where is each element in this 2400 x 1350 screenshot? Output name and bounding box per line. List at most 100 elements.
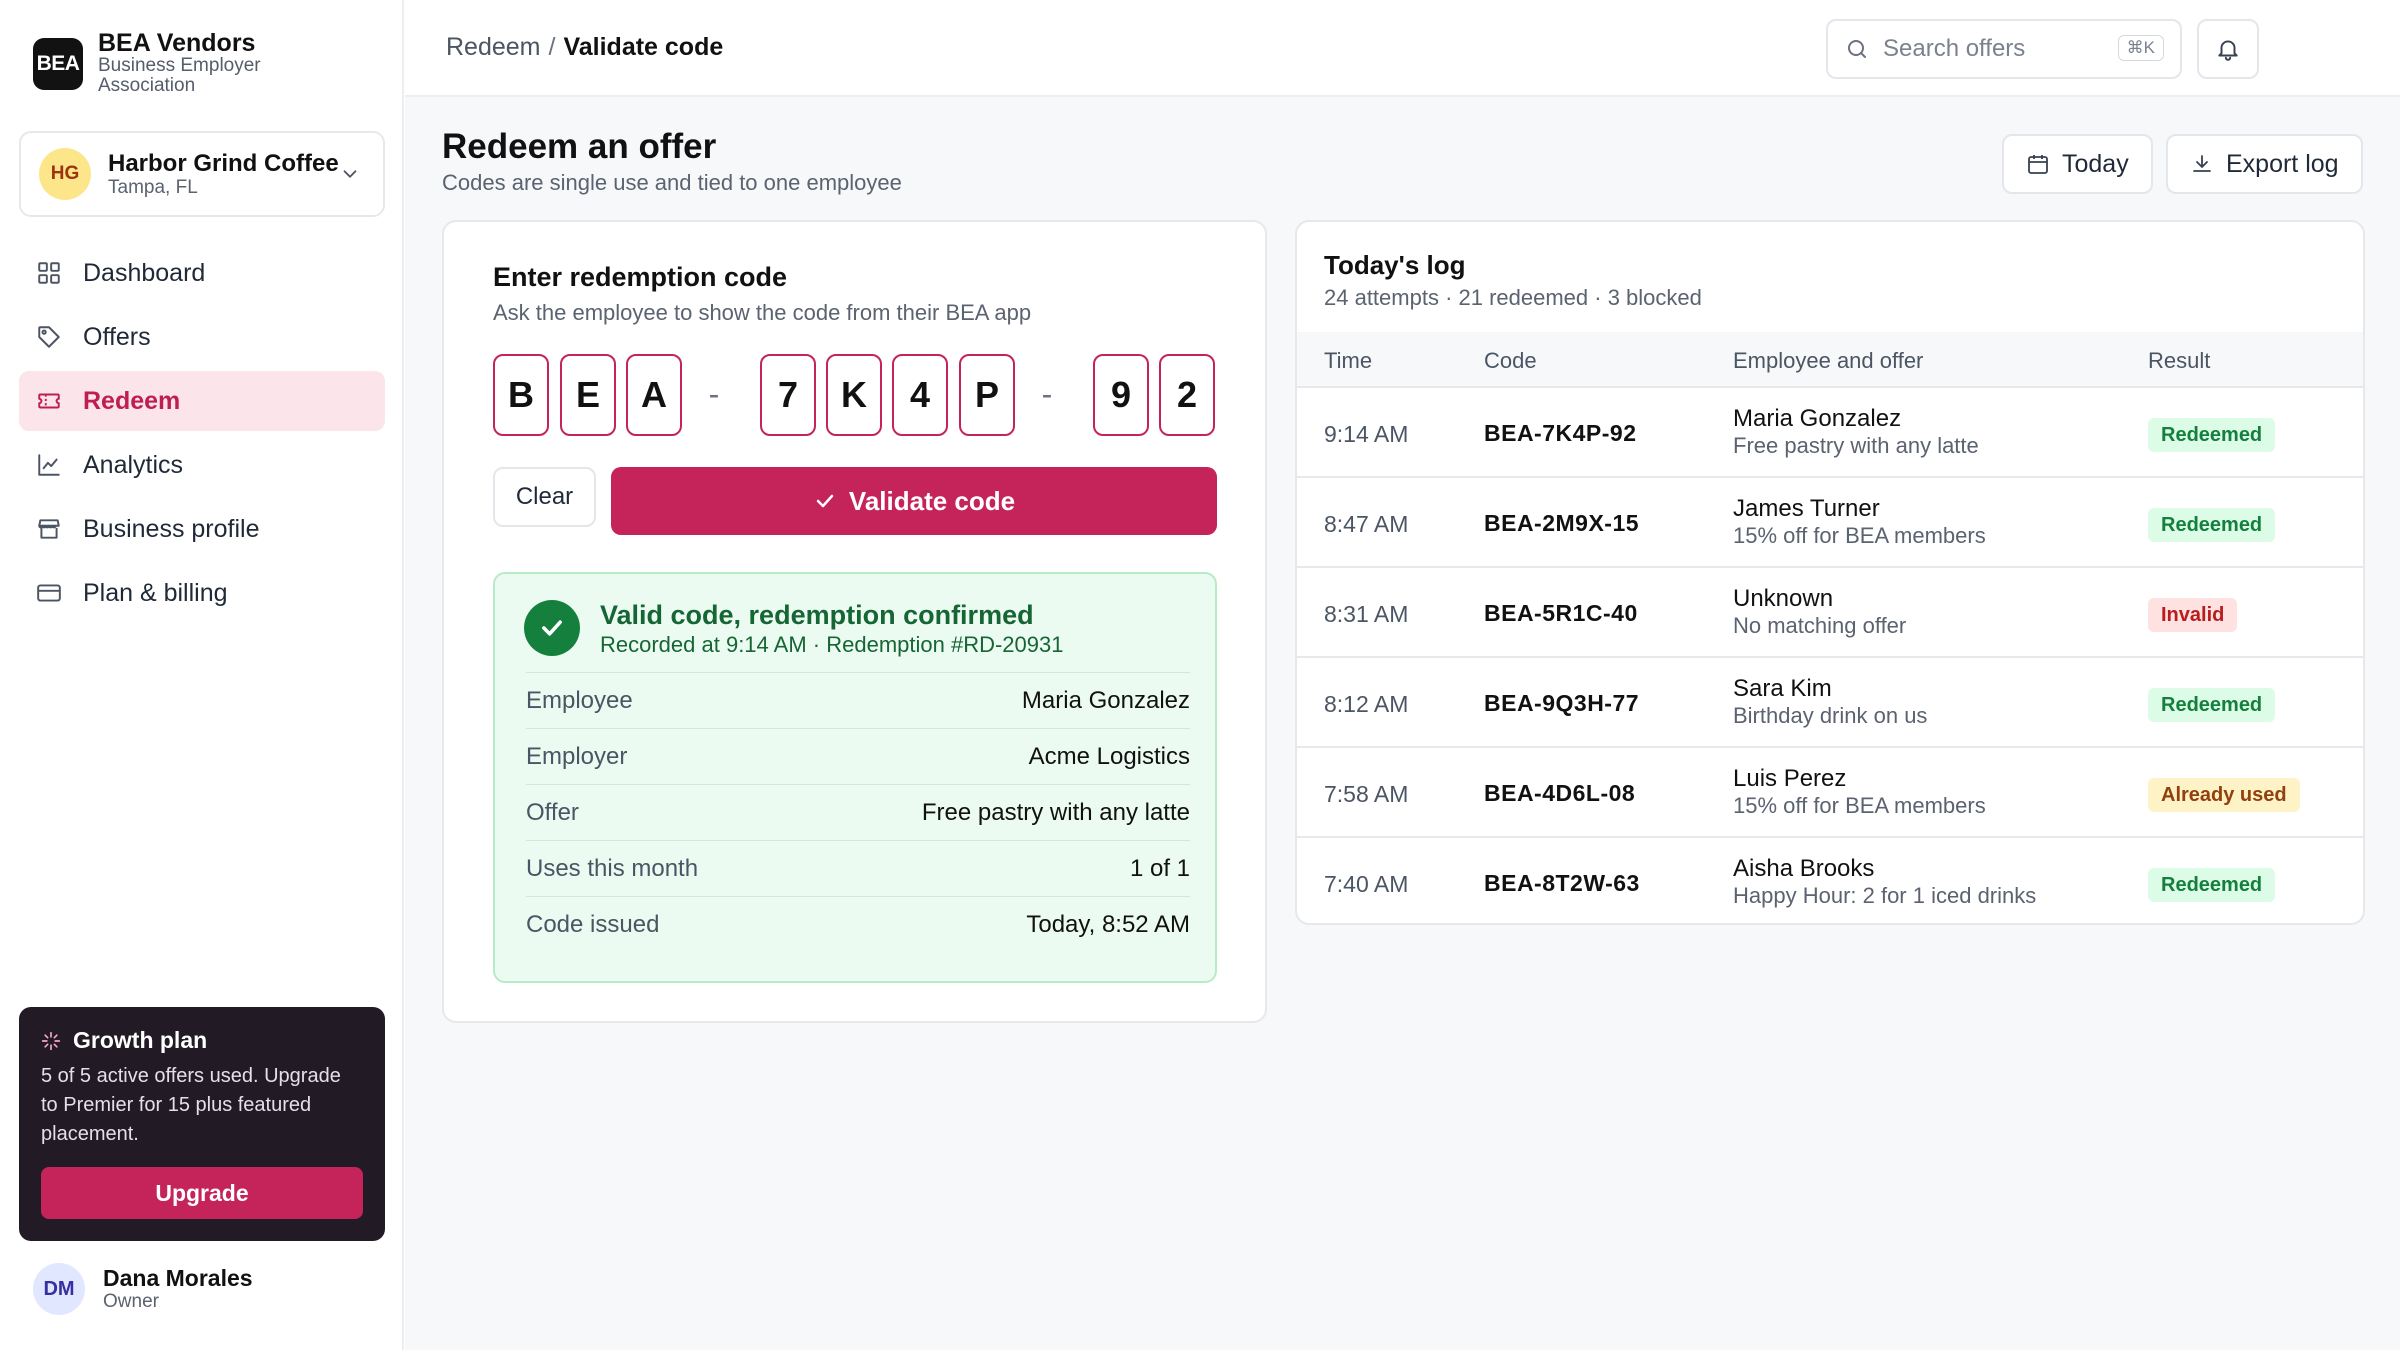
- result-row: Code issued Today, 8:52 AM: [526, 896, 1190, 952]
- sidebar-item-analytics[interactable]: Analytics: [19, 435, 385, 495]
- row-offer: Happy Hour: 2 for 1 iced drinks: [1733, 883, 2037, 908]
- table-row[interactable]: 7:40 AM BEA-8T2W-63 Aisha Brooks Happy Ho…: [1297, 838, 2363, 928]
- table-row[interactable]: 8:12 AM BEA-9Q3H-77 Sara Kim Birthday dri…: [1297, 658, 2363, 748]
- sidebar-item-offers[interactable]: Offers: [19, 307, 385, 367]
- status-badge: Redeemed: [2148, 418, 2276, 452]
- sidebar-item-label: Redeem: [83, 386, 181, 415]
- status-badge: Redeemed: [2148, 508, 2276, 542]
- user-role: Owner: [103, 1291, 159, 1312]
- sidebar: BEA BEA Vendors Business Employer Associ…: [0, 0, 404, 1350]
- export-log-label: Export log: [2226, 149, 2339, 178]
- sidebar-item-redeem[interactable]: Redeem: [19, 371, 385, 431]
- table-header: Time Code Employee and offer Result: [1297, 332, 2363, 388]
- column-header-result: Result: [2148, 348, 2211, 373]
- calendar-icon: [2028, 155, 2048, 174]
- row-time: 8:31 AM: [1324, 601, 1409, 627]
- code-dash: -: [708, 376, 720, 412]
- code-char-input[interactable]: K: [826, 354, 882, 436]
- tag-icon: [38, 326, 60, 348]
- code-char-input[interactable]: E: [560, 354, 616, 436]
- search-shortcut: ⌘K: [2117, 35, 2164, 61]
- page-title: Redeem an offer: [442, 127, 717, 166]
- breadcrumb-current: Validate code: [563, 33, 724, 61]
- status-badge: Invalid: [2148, 598, 2238, 632]
- credit-card-icon: [37, 584, 61, 602]
- row-time: 8:12 AM: [1324, 691, 1409, 717]
- table-row[interactable]: 9:14 AM BEA-7K4P-92 Maria Gonzalez Free p…: [1297, 388, 2363, 478]
- store-icon: [38, 519, 60, 539]
- row-time: 8:47 AM: [1324, 511, 1409, 537]
- avatar: DM: [33, 1263, 85, 1315]
- row-code: BEA-5R1C-40: [1484, 600, 1638, 626]
- result-label: Code issued: [526, 910, 660, 938]
- plan-description: 5 of 5 active offers used. Upgrade to Pr…: [41, 1065, 341, 1145]
- row-employee: Unknown: [1733, 585, 1834, 612]
- status-badge: Redeemed: [2148, 688, 2276, 722]
- user-name: Dana Morales: [103, 1265, 253, 1291]
- sidebar-item-label: Dashboard: [83, 258, 206, 287]
- sidebar-item-dashboard[interactable]: Dashboard: [19, 243, 385, 303]
- sidebar-item-label: Business profile: [83, 514, 260, 543]
- search-icon: [1848, 40, 1866, 58]
- code-input-group: B E A - 7 K 4 P - 9 2: [493, 354, 1233, 436]
- upgrade-button[interactable]: Upgrade: [41, 1167, 363, 1219]
- user-profile[interactable]: DM Dana Morales Owner: [33, 1263, 253, 1315]
- row-employee: Luis Perez: [1733, 765, 1847, 792]
- result-value: Maria Gonzalez: [1021, 686, 1190, 714]
- today-button[interactable]: Today: [2002, 134, 2153, 194]
- redeem-card-title: Enter redemption code: [493, 262, 788, 292]
- check-icon: [816, 494, 834, 508]
- code-char-input[interactable]: 4: [892, 354, 948, 436]
- code-char-input[interactable]: B: [493, 354, 549, 436]
- bell-icon: [2218, 40, 2238, 61]
- notifications-button[interactable]: [2197, 19, 2259, 79]
- result-value: Today, 8:52 AM: [1026, 910, 1190, 938]
- row-employee: Aisha Brooks: [1733, 855, 1875, 882]
- ticket-icon: [38, 393, 60, 409]
- result-value: 1 of 1: [1129, 854, 1190, 882]
- row-time: 7:40 AM: [1324, 871, 1409, 897]
- breadcrumb: Redeem / Validate code: [446, 33, 723, 62]
- code-char-input[interactable]: P: [959, 354, 1015, 436]
- status-badge: Redeemed: [2148, 868, 2276, 902]
- row-offer: Birthday drink on us: [1733, 703, 1928, 728]
- code-char-input[interactable]: 7: [760, 354, 816, 436]
- table-row[interactable]: 8:47 AM BEA-2M9X-15 James Turner 15% off …: [1297, 478, 2363, 568]
- validate-code-button[interactable]: Validate code: [611, 467, 1217, 535]
- result-row: Employer Acme Logistics: [526, 728, 1190, 784]
- code-dash: -: [1041, 376, 1053, 412]
- business-switcher[interactable]: HG Harbor Grind Coffee Tampa, FL: [19, 131, 385, 217]
- plan-title: Growth plan: [73, 1027, 208, 1053]
- brand-name: BEA Vendors: [98, 29, 256, 57]
- sidebar-item-business-profile[interactable]: Business profile: [19, 499, 385, 559]
- code-char-input[interactable]: 2: [1159, 354, 1215, 436]
- validation-result: Valid code, redemption confirmed Recorde…: [493, 572, 1217, 983]
- breadcrumb-separator: /: [548, 33, 556, 61]
- brand-logo: BEA: [33, 38, 83, 90]
- plan-title-row: Growth plan: [41, 1027, 363, 1054]
- row-offer: No matching offer: [1733, 613, 1907, 638]
- code-char-input[interactable]: 9: [1093, 354, 1149, 436]
- code-char-input[interactable]: A: [626, 354, 682, 436]
- page-subtitle: Codes are single use and tied to one emp…: [442, 170, 902, 195]
- topbar: Redeem / Validate code Search offers ⌘K: [405, 0, 2400, 97]
- row-time: 9:14 AM: [1324, 421, 1409, 447]
- clear-button[interactable]: Clear: [493, 467, 596, 527]
- export-log-button[interactable]: Export log: [2166, 134, 2363, 194]
- result-label: Offer: [526, 798, 579, 826]
- row-code: BEA-8T2W-63: [1484, 870, 1640, 896]
- sidebar-item-label: Analytics: [83, 450, 184, 479]
- log-subtitle: 24 attempts · 21 redeemed · 3 blocked: [1324, 285, 1702, 310]
- sidebar-nav: Dashboard Offers Redeem Analytics Busine…: [19, 243, 385, 627]
- table-row[interactable]: 7:58 AM BEA-4D6L-08 Luis Perez 15% off fo…: [1297, 748, 2363, 838]
- grid-icon: [38, 262, 60, 284]
- table-row[interactable]: 8:31 AM BEA-5R1C-40 Unknown No matching o…: [1297, 568, 2363, 658]
- search-input[interactable]: Search offers ⌘K: [1826, 19, 2182, 79]
- result-details: Employee Maria Gonzalez Employer Acme Lo…: [526, 672, 1190, 952]
- result-subtitle: Recorded at 9:14 AM · Redemption #RD-209…: [600, 632, 1064, 657]
- todays-log-card: Today's log 24 attempts · 21 redeemed · …: [1295, 220, 2365, 925]
- download-icon: [2193, 155, 2211, 172]
- sidebar-item-plan-billing[interactable]: Plan & billing: [19, 563, 385, 623]
- breadcrumb-parent[interactable]: Redeem: [446, 33, 541, 61]
- brand[interactable]: BEA BEA Vendors Business Employer Associ…: [33, 30, 278, 96]
